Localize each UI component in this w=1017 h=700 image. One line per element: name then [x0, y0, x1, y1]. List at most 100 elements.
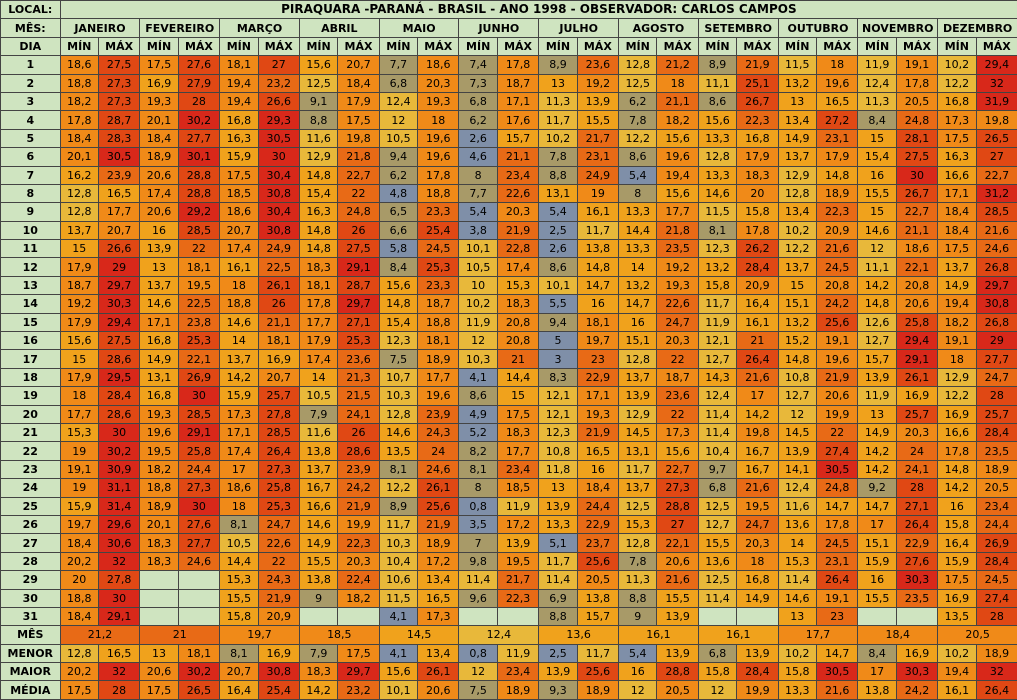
- month-header: FEVEREIRO: [140, 19, 220, 37]
- max-temp-cell: 28,4: [976, 552, 1017, 570]
- menor-cell: 12,8: [60, 644, 98, 662]
- min-temp-cell: 14,4: [220, 552, 258, 570]
- max-temp-cell: 22,9: [896, 534, 937, 552]
- min-temp-cell: 12,1: [698, 332, 736, 350]
- max-temp-cell: 16,5: [418, 589, 459, 607]
- max-temp-cell: 29: [98, 258, 139, 276]
- max-temp-cell: 18,4: [577, 479, 618, 497]
- maior-cell: 20,2: [60, 663, 98, 681]
- max-temp-cell: 17,4: [497, 258, 538, 276]
- day-number: 16: [1, 332, 61, 350]
- media-cell: 26,5: [178, 681, 219, 699]
- empty-cell: [858, 607, 896, 625]
- min-temp-cell: 12,8: [619, 56, 657, 74]
- min-temp-cell: 17,5: [938, 240, 976, 258]
- max-temp-cell: 14,9: [737, 589, 778, 607]
- min-temp-cell: 18,2: [938, 313, 976, 331]
- min-header: MÍN: [60, 37, 98, 55]
- min-temp-cell: 18,7: [60, 276, 98, 294]
- min-temp-cell: 2,6: [459, 129, 497, 147]
- min-temp-cell: 18,2: [60, 92, 98, 110]
- max-temp-cell: 31,9: [976, 92, 1017, 110]
- max-temp-cell: 22,9: [577, 368, 618, 386]
- day-number: 6: [1, 148, 61, 166]
- min-temp-cell: 18,5: [220, 184, 258, 202]
- min-temp-cell: 16,9: [938, 405, 976, 423]
- min-temp-cell: 13: [778, 607, 816, 625]
- menor-cell: 13,9: [737, 644, 778, 662]
- max-temp-cell: 15,3: [497, 276, 538, 294]
- max-temp-cell: 15,8: [737, 203, 778, 221]
- max-temp-cell: 14,7: [816, 497, 857, 515]
- max-temp-cell: 28,4: [976, 423, 1017, 441]
- max-temp-cell: 14,8: [577, 258, 618, 276]
- min-temp-cell: 6,8: [379, 74, 417, 92]
- min-temp-cell: 12: [778, 405, 816, 423]
- maior-cell: 28,4: [737, 663, 778, 681]
- max-temp-cell: 24,6: [976, 240, 1017, 258]
- max-temp-cell: 29,1: [98, 607, 139, 625]
- min-temp-cell: 15,8: [220, 607, 258, 625]
- min-temp-cell: 14,2: [938, 479, 976, 497]
- min-temp-cell: 11,5: [778, 56, 816, 74]
- max-temp-cell: 21,7: [577, 129, 618, 147]
- day-number: 3: [1, 92, 61, 110]
- min-temp-cell: 17,3: [938, 111, 976, 129]
- min-temp-cell: 10,1: [539, 276, 577, 294]
- min-temp-cell: 12: [459, 332, 497, 350]
- min-temp-cell: 13,7: [619, 479, 657, 497]
- max-temp-cell: 11,7: [577, 221, 618, 239]
- min-temp-cell: 15: [858, 129, 896, 147]
- min-temp-cell: 15,5: [858, 589, 896, 607]
- max-temp-cell: 27,3: [98, 74, 139, 92]
- max-temp-cell: 32: [976, 74, 1017, 92]
- min-temp-cell: 12,8: [778, 184, 816, 202]
- max-temp-cell: 30,5: [816, 460, 857, 478]
- min-temp-cell: 3: [539, 350, 577, 368]
- max-temp-cell: 20,3: [338, 552, 379, 570]
- menor-cell: 17,5: [338, 644, 379, 662]
- empty-cell: [140, 607, 178, 625]
- max-temp-cell: 21,6: [816, 240, 857, 258]
- min-temp-cell: 10,2: [938, 56, 976, 74]
- max-temp-cell: 22,5: [258, 258, 299, 276]
- min-temp-cell: 17,1: [220, 423, 258, 441]
- min-temp-cell: 12,4: [778, 479, 816, 497]
- max-temp-cell: 19,5: [497, 552, 538, 570]
- max-temp-cell: 19,2: [657, 258, 698, 276]
- min-temp-cell: 17,4: [140, 184, 178, 202]
- min-temp-cell: 18,8: [60, 589, 98, 607]
- min-temp-cell: 12: [379, 111, 417, 129]
- max-temp-cell: 18,3: [497, 423, 538, 441]
- maior-cell: 28,8: [657, 663, 698, 681]
- max-temp-cell: 27,5: [98, 332, 139, 350]
- min-temp-cell: 11,8: [539, 460, 577, 478]
- max-temp-cell: 27,6: [178, 56, 219, 74]
- max-temp-cell: 26: [338, 423, 379, 441]
- max-temp-cell: 23,6: [657, 387, 698, 405]
- min-temp-cell: 6,6: [379, 221, 417, 239]
- min-temp-cell: 10,5: [379, 129, 417, 147]
- max-header: MÁX: [418, 37, 459, 55]
- max-temp-cell: 25,8: [258, 479, 299, 497]
- max-temp-cell: 21,1: [258, 313, 299, 331]
- min-temp-cell: 14,6: [220, 313, 258, 331]
- max-temp-cell: 17,9: [737, 148, 778, 166]
- max-temp-cell: 30: [258, 148, 299, 166]
- max-temp-cell: 16,7: [737, 460, 778, 478]
- maior-cell: 18,3: [299, 663, 337, 681]
- max-temp-cell: 19,8: [976, 111, 1017, 129]
- day-number: 15: [1, 313, 61, 331]
- month-header: JANEIRO: [60, 19, 140, 37]
- max-temp-cell: 20,9: [816, 221, 857, 239]
- max-temp-cell: 17,5: [497, 405, 538, 423]
- min-temp-cell: 11,4: [778, 571, 816, 589]
- max-temp-cell: 28,3: [98, 129, 139, 147]
- min-temp-cell: 12,8: [379, 405, 417, 423]
- min-temp-cell: 4,1: [459, 368, 497, 386]
- min-temp-cell: 11,6: [299, 423, 337, 441]
- min-temp-cell: 10,4: [379, 552, 417, 570]
- min-temp-cell: 12,8: [619, 534, 657, 552]
- max-temp-cell: 29,4: [896, 332, 937, 350]
